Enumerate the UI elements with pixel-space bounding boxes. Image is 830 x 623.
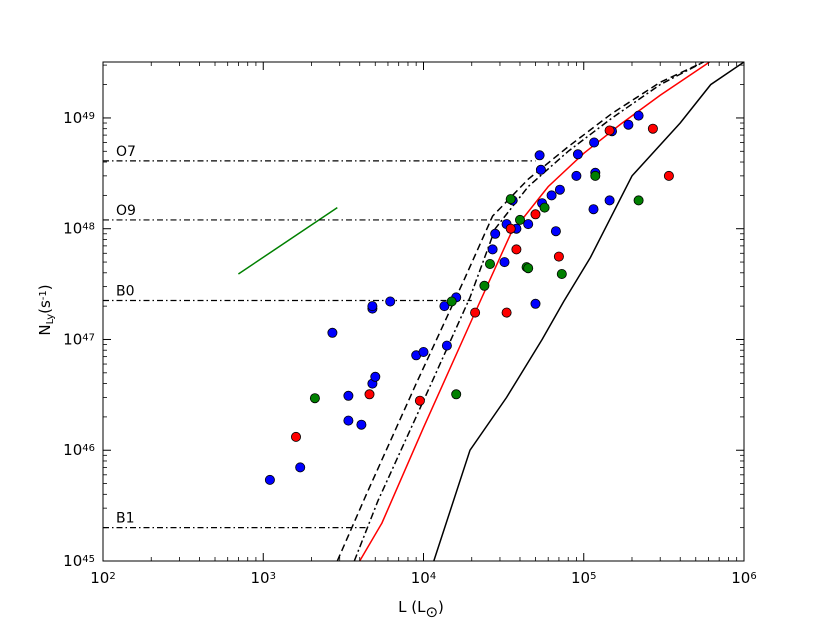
- blue-point-32: [572, 149, 583, 160]
- red-point-7: [511, 244, 522, 255]
- x-tick-label: 104: [411, 569, 436, 587]
- red-point-9: [553, 251, 564, 262]
- blue-point-8: [367, 301, 378, 312]
- green-point-9: [523, 263, 534, 274]
- blue-point-36: [604, 195, 615, 206]
- model-curve-2: [359, 62, 711, 561]
- red-point-6: [505, 223, 516, 234]
- axis-ticks: 102 103 104 105 106 1045 1046 1047 1048 1049: [63, 62, 757, 587]
- reference-label-b1: B1: [116, 511, 135, 527]
- blue-point-18: [490, 228, 501, 239]
- green-point-5: [484, 258, 495, 269]
- reference-label-o9: O9: [116, 203, 136, 219]
- x-tick-label: 102: [90, 569, 115, 587]
- model-curve-3: [336, 62, 704, 561]
- green-point-3: [451, 389, 462, 400]
- blue-point-13: [418, 346, 429, 357]
- red-point-2: [364, 389, 375, 400]
- blue-point-17: [487, 244, 498, 255]
- red-point-5: [501, 307, 512, 318]
- data-points: [264, 110, 674, 485]
- green-point-1: [309, 393, 320, 404]
- blue-point-19: [499, 257, 510, 268]
- blue-point-39: [633, 110, 644, 121]
- blue-point-24: [530, 298, 541, 309]
- x-axis-title: L (L⊙): [398, 598, 444, 621]
- y-tick-label: 1046: [63, 441, 95, 459]
- green-point-7: [515, 214, 526, 225]
- blue-point-29: [550, 226, 561, 237]
- red-point-8: [530, 209, 541, 220]
- blue-point-15: [441, 340, 452, 351]
- plot-frame: [102, 61, 745, 562]
- blue-point-1: [264, 474, 275, 485]
- red-point-12: [663, 170, 674, 181]
- y-axis-title: NLy(s-1): [36, 284, 56, 335]
- blue-point-4: [343, 415, 354, 426]
- spectral-type-reference-lines: O7 O9 B0 B1: [103, 144, 536, 529]
- model-curve-1: [433, 62, 744, 561]
- green-point-11: [556, 268, 567, 279]
- blue-point-34: [589, 137, 600, 148]
- blue-point-33: [588, 204, 599, 215]
- x-tick-label: 105: [571, 569, 596, 587]
- y-tick-label: 1049: [63, 109, 95, 127]
- blue-point-14: [439, 301, 450, 312]
- red-point-11: [647, 123, 658, 134]
- blue-point-11: [385, 296, 396, 307]
- blue-point-2: [295, 462, 306, 473]
- blue-point-6: [356, 419, 367, 430]
- blue-point-3: [327, 327, 338, 338]
- blue-point-31: [571, 170, 582, 181]
- red-point-4: [470, 307, 481, 318]
- x-tick-label: 106: [731, 569, 756, 587]
- blue-point-23: [523, 219, 534, 230]
- blue-point-38: [623, 119, 634, 130]
- blue-point-28: [546, 190, 557, 201]
- model-curves: [237, 62, 744, 561]
- green-point-10: [539, 202, 550, 213]
- x-tick-label: 103: [251, 569, 276, 587]
- green-point-6: [505, 194, 516, 205]
- model-curve-5: [237, 206, 338, 275]
- green-point-2: [446, 296, 457, 307]
- y-tick-label: 1048: [63, 220, 95, 238]
- red-point-3: [414, 395, 425, 406]
- reference-label-o7: O7: [116, 144, 136, 160]
- red-point-1: [290, 431, 301, 442]
- blue-point-5: [343, 390, 354, 401]
- reference-label-b0: B0: [116, 283, 135, 299]
- blue-point-26: [535, 164, 546, 175]
- green-point-13: [633, 195, 644, 206]
- blue-point-30: [554, 184, 565, 195]
- green-point-12: [590, 170, 601, 181]
- blue-point-10: [370, 371, 381, 382]
- model-curve-4: [353, 62, 704, 561]
- red-point-10: [604, 125, 615, 136]
- y-tick-label: 1047: [63, 330, 95, 348]
- green-point-4: [479, 280, 490, 291]
- blue-point-25: [534, 150, 545, 161]
- y-tick-label: 1045: [63, 552, 95, 570]
